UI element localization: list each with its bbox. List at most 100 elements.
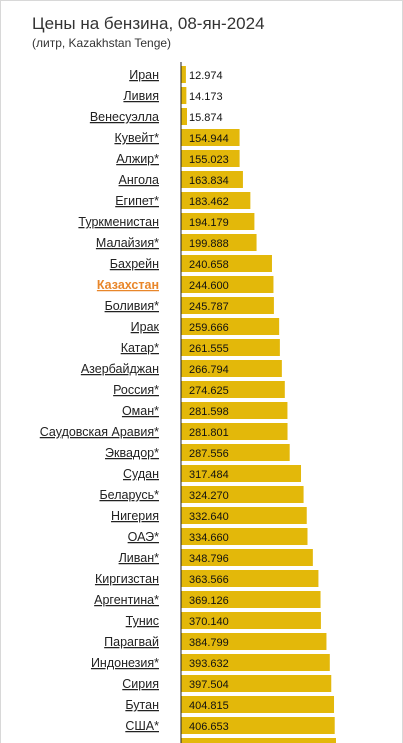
value-label: 245.787 xyxy=(189,301,229,313)
category-label[interactable]: ОАЭ* xyxy=(128,530,159,544)
bar xyxy=(181,507,307,524)
bar xyxy=(181,633,327,650)
frame-left-border xyxy=(0,0,1,743)
frame-top-border xyxy=(0,0,403,1)
category-label[interactable]: Сирия xyxy=(122,677,159,691)
category-label[interactable]: Ливия xyxy=(123,89,159,103)
value-label: 154.944 xyxy=(189,133,229,145)
bar xyxy=(181,612,321,629)
bar xyxy=(181,171,243,188)
category-label[interactable]: Алжир* xyxy=(116,152,159,166)
bar xyxy=(181,444,290,461)
value-label: 324.270 xyxy=(189,490,229,502)
category-label[interactable]: Индонезия* xyxy=(91,656,159,670)
value-label: 317.484 xyxy=(189,469,229,481)
bar xyxy=(181,87,187,104)
category-label[interactable]: Катар* xyxy=(121,341,159,355)
category-label[interactable]: Эквадор* xyxy=(105,446,159,460)
value-label: 266.794 xyxy=(189,364,229,376)
bar xyxy=(181,570,319,587)
category-label[interactable]: Нигерия xyxy=(111,509,159,523)
bar xyxy=(181,192,251,209)
category-label[interactable]: Киргизстан xyxy=(95,572,159,586)
category-label[interactable]: Ангола xyxy=(119,173,159,187)
value-label: 348.796 xyxy=(189,553,229,565)
category-label[interactable]: Парагвай xyxy=(104,635,159,649)
category-label[interactable]: Тунис xyxy=(126,614,159,628)
bar xyxy=(181,297,274,314)
bar xyxy=(181,591,321,608)
value-label: 244.600 xyxy=(189,280,229,292)
bar xyxy=(181,234,257,251)
bar xyxy=(181,654,330,671)
category-label[interactable]: Иран xyxy=(129,68,159,82)
value-label: 259.666 xyxy=(189,322,229,334)
category-label[interactable]: Малайзия* xyxy=(96,236,159,250)
value-label: 163.834 xyxy=(189,175,229,187)
bar xyxy=(181,213,255,230)
value-label: 14.173 xyxy=(189,91,223,103)
category-label[interactable]: Бутан xyxy=(125,698,159,712)
chart-title: Цены на бензина, 08-ян-2024 xyxy=(32,14,265,33)
category-label[interactable]: Венесуэлла xyxy=(90,110,159,124)
bar xyxy=(181,108,188,125)
category-label[interactable]: Россия* xyxy=(113,383,159,397)
category-label[interactable]: Аргентина* xyxy=(94,593,159,607)
bar xyxy=(181,339,280,356)
bar xyxy=(181,738,336,743)
category-label[interactable]: Ирак xyxy=(131,320,160,334)
bar xyxy=(181,549,313,566)
value-label: 199.888 xyxy=(189,238,229,250)
category-label[interactable]: Казахстан xyxy=(97,278,159,292)
category-label[interactable]: Азербайджан xyxy=(81,362,159,376)
value-label: 194.179 xyxy=(189,217,229,229)
value-label: 281.598 xyxy=(189,406,229,418)
bar xyxy=(181,360,282,377)
category-label[interactable]: Туркменистан xyxy=(78,215,159,229)
bar xyxy=(181,486,304,503)
bar xyxy=(181,276,274,293)
value-label: 332.640 xyxy=(189,511,229,523)
bar xyxy=(181,66,186,83)
bar xyxy=(181,696,335,713)
value-label: 155.023 xyxy=(189,154,229,166)
category-label[interactable]: Саудовская Аравия* xyxy=(40,425,159,439)
category-label[interactable]: Судан xyxy=(123,467,159,481)
value-label: 15.874 xyxy=(189,112,223,124)
value-label: 274.625 xyxy=(189,385,229,397)
bar xyxy=(181,423,288,440)
bar xyxy=(181,675,332,692)
value-label: 183.462 xyxy=(189,196,229,208)
category-label[interactable]: Кувейт* xyxy=(114,131,159,145)
bar xyxy=(181,717,335,734)
bar xyxy=(181,381,285,398)
value-label: 404.815 xyxy=(189,700,229,712)
category-label[interactable]: Боливия* xyxy=(105,299,160,313)
category-label[interactable]: Бахрейн xyxy=(110,257,159,271)
value-label: 281.801 xyxy=(189,427,229,439)
category-label[interactable]: Ливан* xyxy=(119,551,160,565)
category-label[interactable]: Беларусь* xyxy=(99,488,159,502)
value-label: 370.140 xyxy=(189,616,229,628)
value-label: 12.974 xyxy=(189,70,223,82)
value-label: 240.658 xyxy=(189,259,229,271)
value-label: 287.556 xyxy=(189,448,229,460)
category-label[interactable]: США* xyxy=(125,719,159,733)
value-label: 261.555 xyxy=(189,343,229,355)
category-label[interactable]: Египет* xyxy=(115,194,159,208)
value-label: 393.632 xyxy=(189,658,229,670)
bar xyxy=(181,465,302,482)
category-label[interactable]: Оман* xyxy=(122,404,159,418)
bar xyxy=(181,402,288,419)
bar xyxy=(181,318,280,335)
value-label: 397.504 xyxy=(189,679,229,691)
value-label: 384.799 xyxy=(189,637,229,649)
bar xyxy=(181,255,272,272)
value-label: 406.653 xyxy=(189,721,229,733)
bar xyxy=(181,129,240,146)
chart-subtitle: (литр, Kazakhstan Tenge) xyxy=(32,36,172,50)
value-label: 363.566 xyxy=(189,574,229,586)
value-label: 369.126 xyxy=(189,595,229,607)
value-label: 334.660 xyxy=(189,532,229,544)
